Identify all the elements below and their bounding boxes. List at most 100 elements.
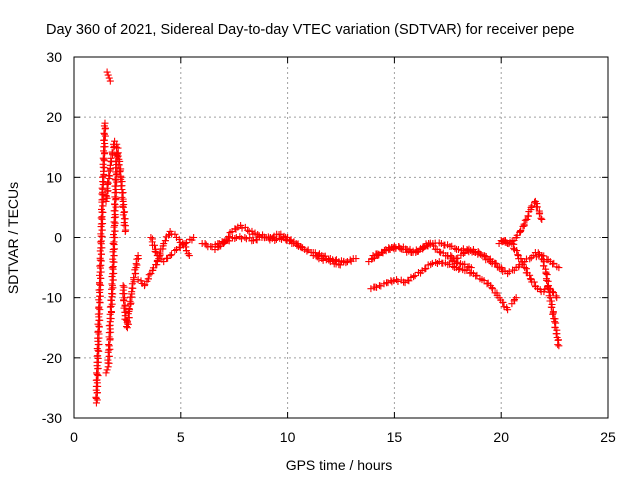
data-point-interp xyxy=(97,214,105,222)
data-point xyxy=(521,264,529,272)
data-point-interp xyxy=(119,202,127,210)
data-point-interp xyxy=(175,235,183,243)
data-point-interp xyxy=(161,237,169,245)
data-point-interp xyxy=(549,310,557,318)
data-point-interp xyxy=(524,212,532,220)
data-point-interp xyxy=(517,255,525,263)
data-point-interp xyxy=(491,259,499,267)
chart-title: Day 360 of 2021, Sidereal Day-to-day VTE… xyxy=(46,22,574,38)
data-point-interp xyxy=(255,232,263,240)
data-point-interp xyxy=(528,202,536,210)
data-point-interp xyxy=(526,271,534,279)
data-point-interp xyxy=(182,247,190,255)
data-point-interp xyxy=(537,214,545,222)
data-point xyxy=(100,155,108,163)
data-point-interp xyxy=(96,262,104,270)
y-tick-label: -30 xyxy=(42,410,62,426)
data-point-interp xyxy=(548,303,556,311)
data-point-interp xyxy=(95,340,103,348)
y-tick-label: -20 xyxy=(42,350,62,366)
data-point-interp xyxy=(244,226,252,234)
y-axis-title: SDTVAR / TECUs xyxy=(5,182,21,294)
data-point-interp xyxy=(92,393,100,401)
data-point-interp xyxy=(96,271,104,279)
data-point-interp xyxy=(422,265,430,273)
data-point-interp xyxy=(102,192,110,200)
data-point xyxy=(555,264,563,272)
data-point xyxy=(121,227,129,235)
data-point-interp xyxy=(108,280,116,288)
data-point-interp xyxy=(110,269,118,277)
data-point-interp xyxy=(171,230,179,238)
data-point xyxy=(104,71,112,79)
data-point-interp xyxy=(342,259,350,267)
data-point-interp xyxy=(432,258,440,266)
data-point-interp xyxy=(96,292,104,300)
data-point-interp xyxy=(505,268,513,276)
data-point-interp xyxy=(449,262,457,270)
data-point-interp xyxy=(168,251,176,259)
data-point-interp xyxy=(554,341,562,349)
data-point-interp xyxy=(100,136,108,144)
x-tick-label: 5 xyxy=(177,429,185,445)
data-point-interp xyxy=(183,239,191,247)
data-point-interp xyxy=(526,275,534,283)
data-point-interp xyxy=(111,219,119,227)
data-point-interp xyxy=(99,202,107,210)
data-point-interp xyxy=(121,215,129,223)
data-point-interp xyxy=(476,250,484,258)
data-point-interp xyxy=(114,152,122,160)
data-point-interp xyxy=(231,235,239,243)
data-point xyxy=(185,252,193,260)
data-point-interp xyxy=(463,266,471,274)
data-point-interp xyxy=(117,182,125,190)
x-tick-label: 0 xyxy=(70,429,78,445)
data-point-interp xyxy=(454,254,462,262)
data-point xyxy=(106,77,114,85)
data-point xyxy=(105,74,113,82)
data-point xyxy=(352,255,360,263)
data-point-interp xyxy=(451,244,459,252)
data-point-interp xyxy=(499,299,507,307)
data-point xyxy=(454,246,462,254)
data-point-interp xyxy=(97,250,105,258)
data-point-interp xyxy=(151,247,159,255)
data-point-interp xyxy=(132,260,140,268)
data-point xyxy=(134,276,142,284)
data-point-interp xyxy=(238,224,246,232)
data-point-interp xyxy=(394,278,402,286)
data-point-interp xyxy=(489,285,497,293)
data-point-interp xyxy=(552,330,560,338)
data-point-interp xyxy=(108,264,116,272)
data-point-interp xyxy=(98,244,106,252)
data-point xyxy=(103,68,111,76)
data-point-interp xyxy=(97,205,105,213)
data-point-interp xyxy=(94,327,102,335)
data-point xyxy=(412,249,420,257)
data-layer xyxy=(92,68,563,407)
data-point-interp xyxy=(100,129,108,137)
data-point-interp xyxy=(544,284,552,292)
data-point-interp xyxy=(546,288,554,296)
data-point-interp xyxy=(96,238,104,246)
data-point-interp xyxy=(145,271,153,279)
data-point-interp xyxy=(152,248,160,256)
data-point-interp xyxy=(242,235,250,243)
data-point-interp xyxy=(119,211,127,219)
data-point-interp xyxy=(99,160,107,168)
data-point-interp xyxy=(133,255,141,263)
data-point xyxy=(105,342,113,350)
data-point xyxy=(232,234,240,241)
data-point-interp xyxy=(521,216,529,224)
data-point xyxy=(134,252,142,260)
data-point-interp xyxy=(540,262,548,270)
data-point-interp xyxy=(517,227,525,235)
data-point-interp xyxy=(420,243,428,251)
data-point-interp xyxy=(96,279,104,287)
data-point-interp xyxy=(472,272,480,280)
data-point-interp xyxy=(125,305,133,313)
data-point-interp xyxy=(396,244,404,252)
data-point-interp xyxy=(97,268,105,276)
data-point-interp xyxy=(225,233,233,241)
y-tick-label: 10 xyxy=(46,169,62,185)
